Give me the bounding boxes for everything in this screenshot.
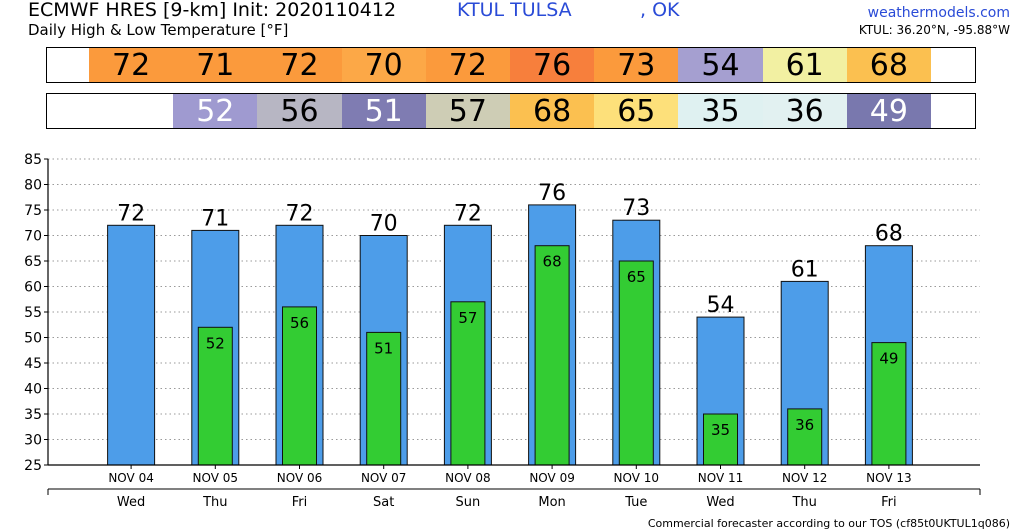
high-cell: 54 [678, 48, 763, 83]
low-value-label: 65 [627, 268, 646, 286]
x-tick-label: NOV 05 [193, 471, 239, 485]
x-tick-label: NOV 11 [698, 471, 744, 485]
low-value-label: 68 [543, 253, 562, 271]
chart-title: ECMWF HRES [9-km] Init: 2020110412 [28, 0, 397, 21]
high-value-label: 61 [791, 257, 819, 282]
weekday-label: Tue [624, 495, 647, 510]
y-tick-label: 50 [24, 331, 42, 347]
weekday-label: Sun [456, 495, 481, 510]
footer-note: Commercial forecaster according to our T… [647, 517, 1010, 530]
station-name: KTUL TULSA [457, 0, 572, 21]
y-tick-label: 40 [24, 382, 42, 398]
low-bar [618, 260, 654, 466]
brand-link[interactable]: weathermodels.com [867, 5, 1010, 21]
low-cell: 65 [594, 94, 679, 129]
x-tick-label: NOV 06 [277, 471, 323, 485]
high-value-label: 54 [707, 293, 735, 318]
weekday-label: Thu [202, 495, 227, 510]
low-value-label: 36 [795, 416, 814, 434]
y-tick-label: 35 [24, 407, 42, 423]
x-tick-label: NOV 10 [614, 471, 660, 485]
y-tick-label: 30 [24, 433, 42, 449]
weekday-label: Wed [706, 495, 734, 510]
weekday-label: Mon [538, 495, 565, 510]
low-value-label: 52 [206, 334, 225, 352]
high-value-label: 71 [201, 206, 229, 231]
x-tick-label: NOV 13 [866, 471, 912, 485]
y-tick-label: 70 [24, 229, 42, 245]
high-bar [107, 224, 156, 466]
low-cell: 36 [762, 94, 847, 129]
x-tick-label: NOV 07 [361, 471, 407, 485]
low-temperature-strip: 52 56 51 57 68 65 35 36 49 [46, 93, 976, 129]
low-bar [871, 342, 907, 466]
low-value-label: 57 [458, 309, 477, 327]
y-tick-label: 80 [24, 178, 42, 194]
high-cell: 61 [762, 48, 847, 83]
chart-subtitle: Daily High & Low Temperature [°F] [28, 21, 289, 39]
weekday-label: Sat [373, 495, 394, 510]
high-cell: 73 [594, 48, 679, 83]
y-tick-label: 85 [24, 152, 42, 168]
weekday-label: Thu [791, 495, 816, 510]
y-tick-label: 75 [24, 203, 42, 219]
high-value-label: 68 [875, 222, 903, 247]
low-cell: 51 [341, 94, 426, 129]
low-cell: 52 [173, 94, 258, 129]
low-cell: 68 [510, 94, 595, 129]
high-cell: 71 [173, 48, 258, 83]
high-cell: 70 [341, 48, 426, 83]
low-value-label: 56 [290, 314, 309, 332]
high-value-label: 72 [117, 201, 145, 226]
high-cell: 72 [257, 48, 342, 83]
y-tick-label: 65 [24, 254, 42, 270]
y-tick-label: 60 [24, 280, 42, 296]
high-value-label: 70 [370, 212, 398, 237]
y-tick-label: 55 [24, 305, 42, 321]
low-value-label: 35 [711, 421, 730, 439]
low-bar [534, 245, 570, 466]
station-state: , OK [640, 0, 680, 21]
x-tick-label: NOV 12 [782, 471, 828, 485]
low-cell: 35 [678, 94, 763, 129]
low-bar [282, 306, 317, 466]
low-value-label: 49 [879, 350, 898, 368]
high-value-label: 72 [454, 201, 482, 226]
high-cell: 68 [846, 48, 931, 83]
high-value-label: 76 [538, 181, 566, 206]
weekday-label: Fri [881, 495, 897, 510]
x-tick-label: NOV 08 [445, 471, 491, 485]
y-tick-label: 25 [24, 458, 42, 474]
high-cell: 72 [89, 48, 174, 83]
low-bar [366, 331, 402, 466]
high-cell: 72 [425, 48, 510, 83]
x-tick-label: NOV 04 [108, 471, 154, 485]
high-cell: 76 [510, 48, 595, 83]
low-cell: 49 [846, 94, 931, 129]
weekday-label: Wed [117, 495, 145, 510]
low-bar [197, 326, 233, 466]
high-temperature-strip: 72 71 72 70 72 76 73 54 61 68 [46, 47, 976, 83]
low-cell: 57 [425, 94, 510, 129]
low-value-label: 51 [374, 339, 393, 357]
station-coordinates: KTUL: 36.20°N, -95.88°W [858, 23, 1010, 37]
low-cell: 56 [257, 94, 342, 129]
x-tick-label: NOV 09 [529, 471, 575, 485]
y-tick-label: 45 [24, 356, 42, 372]
high-value-label: 72 [286, 201, 314, 226]
weekday-label: Fri [292, 495, 308, 510]
high-value-label: 73 [622, 196, 650, 221]
